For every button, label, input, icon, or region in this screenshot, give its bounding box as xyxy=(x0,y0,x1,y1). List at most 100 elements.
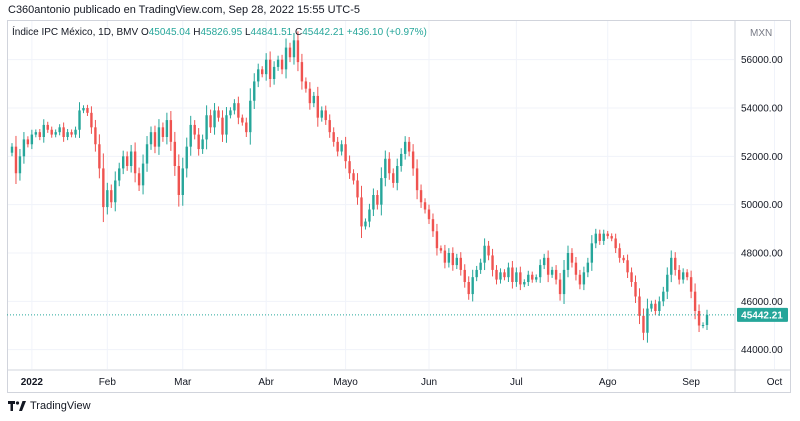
candle-body xyxy=(114,180,117,203)
candle-body xyxy=(18,156,22,174)
currency-label: MXN xyxy=(750,28,772,39)
candle-body xyxy=(586,262,590,273)
candle-body xyxy=(70,132,73,135)
candle-body xyxy=(86,108,89,113)
candle-body xyxy=(272,66,276,79)
candle-body xyxy=(372,195,375,210)
candle-body xyxy=(697,311,701,326)
candle-body xyxy=(415,168,419,191)
candle-body xyxy=(102,168,105,208)
candle-body xyxy=(459,257,462,270)
candle-body xyxy=(535,277,538,280)
candle-body xyxy=(527,274,530,282)
candle-body xyxy=(241,117,244,123)
candle-body xyxy=(356,180,359,198)
candle-body xyxy=(42,124,45,137)
candle-body xyxy=(46,124,49,130)
candle-body xyxy=(173,141,177,166)
candle-body xyxy=(693,291,697,311)
candle-body xyxy=(574,262,578,275)
price-tick-label: 50000.00 xyxy=(741,200,783,211)
candle-body xyxy=(122,156,125,169)
candle-body xyxy=(237,103,240,118)
candle-body xyxy=(149,132,153,145)
candle-body xyxy=(515,272,518,282)
high-value: 45826.95 xyxy=(200,27,243,38)
candle-body xyxy=(221,117,224,135)
candle-body xyxy=(550,269,554,275)
candle-body xyxy=(634,282,637,297)
candle-body xyxy=(26,139,30,145)
candle-body xyxy=(22,139,26,157)
candle-body xyxy=(499,272,502,280)
price-tick-label: 54000.00 xyxy=(741,104,783,115)
candle-body xyxy=(658,301,661,311)
candle-body xyxy=(678,269,681,280)
candle-body xyxy=(344,144,347,162)
candle-body xyxy=(558,279,562,295)
candle-body xyxy=(638,296,641,316)
candle-body xyxy=(153,132,157,147)
candle-body xyxy=(268,59,272,79)
candle-body xyxy=(308,88,312,104)
time-tick-label: Feb xyxy=(99,377,117,388)
candle-body xyxy=(264,59,268,75)
candle-body xyxy=(177,166,180,195)
candle-body xyxy=(670,257,673,275)
candle-body xyxy=(674,257,677,270)
candle-body xyxy=(312,95,316,104)
price-tick-label: 48000.00 xyxy=(741,249,783,260)
time-tick-label: Ago xyxy=(599,377,617,388)
chart-frame[interactable] xyxy=(7,20,791,393)
price-tick-label: 46000.00 xyxy=(741,297,783,308)
candle-body xyxy=(90,112,93,128)
candle-body xyxy=(435,231,439,249)
candle-body xyxy=(189,124,192,147)
time-tick-label: Jun xyxy=(421,377,437,388)
candle-body xyxy=(396,166,399,183)
candle-body xyxy=(38,132,41,137)
footer-brand[interactable]: TradingView xyxy=(8,400,91,412)
candle-body xyxy=(403,141,407,154)
candle-body xyxy=(392,173,395,183)
last-price-badge xyxy=(737,307,788,322)
candle-body xyxy=(487,245,490,256)
price-tick-label: 52000.00 xyxy=(741,152,783,163)
candle-body xyxy=(10,146,14,153)
candle-body xyxy=(594,233,597,244)
candle-body xyxy=(253,81,256,101)
candle-body xyxy=(646,308,649,333)
candle-body xyxy=(582,272,586,285)
candle-body xyxy=(118,168,121,181)
candle-body xyxy=(554,269,558,280)
candle-body xyxy=(511,267,514,282)
candle-body xyxy=(225,115,228,135)
candle-body xyxy=(705,314,709,326)
candle-body xyxy=(419,190,423,203)
time-tick-label: Jul xyxy=(510,377,523,388)
time-tick-label: Mayo xyxy=(333,377,358,388)
candle-body xyxy=(360,197,363,227)
candle-body xyxy=(455,257,458,266)
candle-body xyxy=(249,100,252,133)
candle-body xyxy=(181,168,184,195)
candle-body xyxy=(364,221,367,227)
candle-body xyxy=(519,272,522,285)
candle-body xyxy=(324,110,327,121)
candle-body xyxy=(157,127,161,147)
candle-body xyxy=(209,115,212,128)
candle-body xyxy=(137,173,141,186)
candle-body xyxy=(332,132,335,142)
candle-body xyxy=(578,274,582,285)
candle-body xyxy=(602,233,605,241)
candle-body xyxy=(475,269,478,278)
candle-body xyxy=(284,47,288,70)
candle-body xyxy=(380,178,383,205)
ohlc-legend: Índice IPC México, 1D, BMV O45045.04 H45… xyxy=(12,27,427,38)
candle-body xyxy=(376,195,379,205)
candle-body xyxy=(689,277,693,292)
candle-body xyxy=(439,248,443,251)
candle-body xyxy=(666,274,669,292)
candle-body xyxy=(570,253,574,263)
